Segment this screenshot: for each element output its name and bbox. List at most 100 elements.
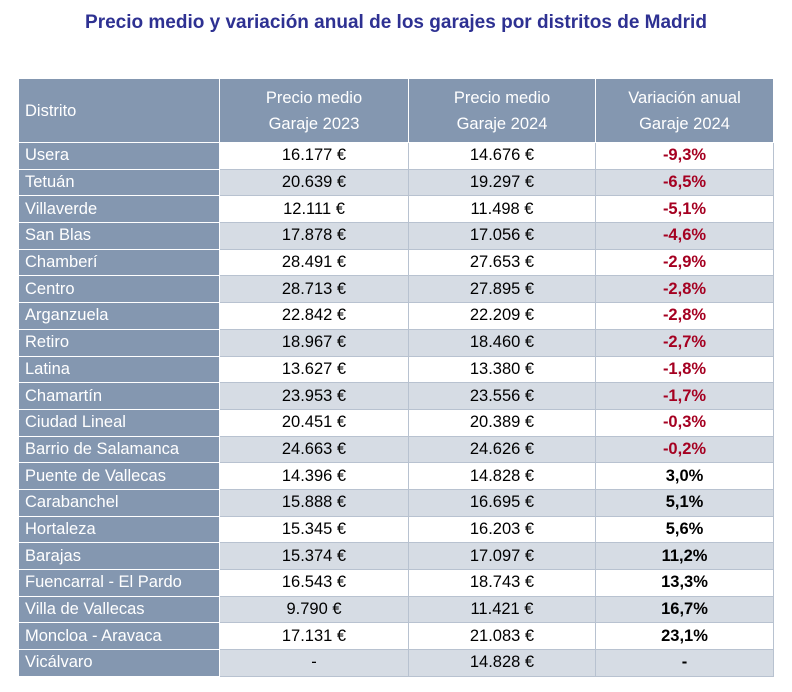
price-cell: 28.491 € bbox=[219, 248, 409, 277]
price-cell: 17.056 € bbox=[408, 222, 596, 250]
title: Precio medio y variación anual de los ga… bbox=[85, 12, 707, 33]
price-cell: 16.695 € bbox=[408, 488, 596, 517]
district-cell: Barrio de Salamanca bbox=[18, 435, 220, 464]
district-cell: San Blas bbox=[18, 222, 220, 250]
district-cell: Villa de Vallecas bbox=[18, 595, 220, 624]
price-cell: 15.345 € bbox=[219, 515, 409, 544]
variation-cell: 16,7% bbox=[595, 595, 774, 624]
price-cell: 21.083 € bbox=[408, 622, 596, 651]
table-row: Chamartín 23.953 €23.556 € -1,7% bbox=[18, 382, 774, 410]
price-cell: 14.396 € bbox=[219, 462, 409, 490]
table-body: Usera 16.177 €14.676 € -9,3% Tetuán 20.639 €… bbox=[18, 142, 774, 677]
header-cell: Precio medio Garaje 2023 bbox=[219, 78, 409, 143]
district-cell: Villaverde bbox=[18, 195, 220, 224]
table-row: Tetuán 20.639 €19.297 € -6,5% bbox=[18, 168, 774, 197]
price-cell: 17.131 € bbox=[219, 622, 409, 651]
variation-cell: -9,3% bbox=[595, 142, 774, 170]
table-row: Vicálvaro -14.828 € - bbox=[18, 649, 774, 677]
table-row: San Blas 17.878 €17.056 € -4,6% bbox=[18, 222, 774, 250]
variation-cell: - bbox=[595, 649, 774, 677]
table-row: Barajas 15.374 €17.097 €11,2% bbox=[18, 542, 774, 570]
table-row: Puente de Vallecas 14.396 €14.828 €3,0% bbox=[18, 462, 774, 490]
district-cell: Chamberí bbox=[18, 248, 220, 277]
price-cell: 14.676 € bbox=[408, 142, 596, 170]
district-cell: Carabanchel bbox=[18, 488, 220, 517]
district-cell: Ciudad Lineal bbox=[18, 408, 220, 437]
table-row: Fuencarral - El Pardo 16.543 €18.743 €13,… bbox=[18, 569, 774, 597]
table: Distrito Precio medio Garaje 2023 Precio me… bbox=[18, 78, 774, 677]
header-cell: Precio medio Garaje 2024 bbox=[408, 78, 596, 143]
table-row: Villaverde 12.111 €11.498 € -5,1% bbox=[18, 195, 774, 224]
price-cell: 28.713 € bbox=[219, 275, 409, 304]
variation-cell: -1,7% bbox=[595, 382, 774, 410]
variation-cell: -0,3% bbox=[595, 408, 774, 437]
variation-cell: -2,8% bbox=[595, 302, 774, 330]
table-row: Retiro 18.967 €18.460 € -2,7% bbox=[18, 328, 774, 357]
price-cell: 15.374 € bbox=[219, 542, 409, 570]
district-cell: Usera bbox=[18, 142, 220, 170]
price-cell: 16.177 € bbox=[219, 142, 409, 170]
price-cell: 16.203 € bbox=[408, 515, 596, 544]
price-cell: 14.828 € bbox=[408, 649, 596, 677]
variation-cell: -0,2% bbox=[595, 435, 774, 464]
price-cell: 22.209 € bbox=[408, 302, 596, 330]
variation-cell: -2,9% bbox=[595, 248, 774, 277]
price-cell: 20.451 € bbox=[219, 408, 409, 437]
price-cell: 12.111 € bbox=[219, 195, 409, 224]
price-cell: 17.097 € bbox=[408, 542, 596, 570]
variation-cell: 13,3% bbox=[595, 569, 774, 597]
district-cell: Tetuán bbox=[18, 168, 220, 197]
header-cell: Variación anual Garaje 2024 bbox=[595, 78, 774, 143]
district-cell: Latina bbox=[18, 355, 220, 384]
header-line: Precio medio bbox=[453, 88, 551, 107]
table-row: Arganzuela 22.842 €22.209 € -2,8% bbox=[18, 302, 774, 330]
price-cell: 18.967 € bbox=[219, 328, 409, 357]
price-cell: 20.639 € bbox=[219, 168, 409, 197]
district-cell: Barajas bbox=[18, 542, 220, 570]
variation-cell: -4,6% bbox=[595, 222, 774, 250]
district-cell: Puente de Vallecas bbox=[18, 462, 220, 490]
price-cell: 11.498 € bbox=[408, 195, 596, 224]
variation-cell: -5,1% bbox=[595, 195, 774, 224]
district-cell: Vicálvaro bbox=[18, 649, 220, 677]
price-cell: - bbox=[219, 649, 409, 677]
price-cell: 19.297 € bbox=[408, 168, 596, 197]
header-line: Garaje 2024 bbox=[456, 114, 548, 133]
variation-cell: -1,8% bbox=[595, 355, 774, 384]
variation-cell: 5,1% bbox=[595, 488, 774, 517]
price-cell: 11.421 € bbox=[408, 595, 596, 624]
district-cell: Retiro bbox=[18, 328, 220, 357]
header-line: Garaje 2024 bbox=[639, 114, 730, 133]
header-cell: Distrito bbox=[18, 78, 220, 143]
price-cell: 13.380 € bbox=[408, 355, 596, 384]
table-row: Ciudad Lineal 20.451 €20.389 € -0,3% bbox=[18, 408, 774, 437]
table-row: Villa de Vallecas 9.790 €11.421 €16,7% bbox=[18, 595, 774, 624]
price-cell: 17.878 € bbox=[219, 222, 409, 250]
price-cell: 24.663 € bbox=[219, 435, 409, 464]
district-cell: Chamartín bbox=[18, 382, 220, 410]
price-cell: 14.828 € bbox=[408, 462, 596, 490]
price-cell: 18.460 € bbox=[408, 328, 596, 357]
table-row: Carabanchel 15.888 €16.695 €5,1% bbox=[18, 488, 774, 517]
header-line: Precio medio bbox=[265, 88, 363, 107]
variation-cell: -6,5% bbox=[595, 168, 774, 197]
variation-cell: 11,2% bbox=[595, 542, 774, 570]
variation-cell: -2,7% bbox=[595, 328, 774, 357]
district-cell: Moncloa - Aravaca bbox=[18, 622, 220, 651]
price-cell: 24.626 € bbox=[408, 435, 596, 464]
variation-cell: 3,0% bbox=[595, 462, 774, 490]
district-cell: Fuencarral - El Pardo bbox=[18, 569, 220, 597]
header-row: Distrito Precio medio Garaje 2023 Precio me… bbox=[18, 78, 774, 143]
price-cell: 23.556 € bbox=[408, 382, 596, 410]
variation-cell: -2,8% bbox=[595, 275, 774, 304]
price-cell: 22.842 € bbox=[219, 302, 409, 330]
header-line: Variación anual bbox=[628, 88, 741, 107]
price-cell: 27.653 € bbox=[408, 248, 596, 277]
price-cell: 20.389 € bbox=[408, 408, 596, 437]
table-row: Moncloa - Aravaca 17.131 €21.083 €23,1% bbox=[18, 622, 774, 651]
district-cell: Arganzuela bbox=[18, 302, 220, 330]
variation-cell: 23,1% bbox=[595, 622, 774, 651]
price-cell: 18.743 € bbox=[408, 569, 596, 597]
price-cell: 9.790 € bbox=[219, 595, 409, 624]
